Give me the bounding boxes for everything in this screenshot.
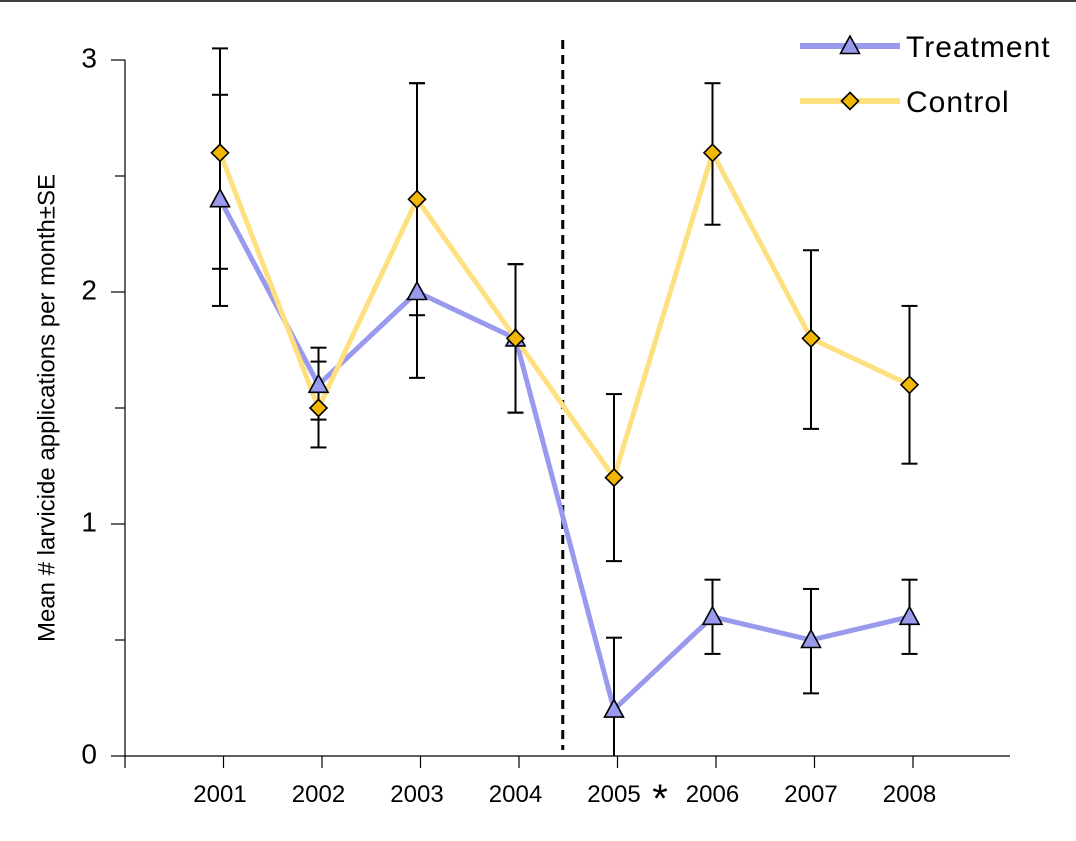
x-tick-label: 2001 — [193, 781, 246, 808]
x-tick-label: 2008 — [883, 781, 936, 808]
series-lines-layer — [217, 150, 911, 713]
axes-layer: 0 1 2 3 2001 2002 2003 2004 2005 2006 2007 2008 — [81, 42, 1010, 808]
data-point-control — [604, 467, 624, 488]
data-point-control — [505, 328, 526, 349]
legend: Treatment Control — [800, 31, 1051, 119]
x-tick-label: 2003 — [390, 781, 443, 808]
legend-label-control: Control — [906, 86, 1010, 119]
data-point-treatment — [406, 280, 428, 301]
legend-marker-treatment — [839, 34, 861, 55]
series-line-control — [217, 150, 911, 481]
data-point-treatment — [603, 697, 625, 718]
x-tick-label: 2005 — [587, 781, 640, 808]
data-point-treatment — [701, 605, 724, 626]
legend-label-treatment: Treatment — [906, 31, 1051, 64]
y-axis-title: Mean # larvicide applications per month±… — [33, 174, 60, 642]
data-point-control — [308, 398, 329, 418]
y-tick-label: 2 — [81, 274, 97, 305]
legend-marker-control — [840, 91, 860, 111]
data-point-treatment — [209, 187, 231, 208]
data-point-control — [899, 375, 920, 395]
data-point-treatment — [800, 628, 822, 649]
series-line-treatment — [217, 198, 911, 713]
data-point-treatment — [307, 373, 330, 394]
x-tick-label: 2002 — [292, 781, 345, 808]
markers-layer — [209, 143, 921, 718]
y-tick-label: 3 — [81, 42, 97, 73]
y-tick-label: 0 — [81, 738, 97, 769]
significance-asterisk: * — [652, 777, 668, 821]
data-point-control — [702, 143, 723, 163]
data-point-control — [210, 143, 230, 163]
data-point-control — [407, 189, 427, 209]
x-tick-label: 2004 — [489, 781, 542, 808]
y-tick-label: 1 — [81, 506, 97, 537]
x-tick-label: 2007 — [784, 781, 837, 808]
data-point-control — [801, 328, 821, 349]
x-tick-label: 2006 — [686, 781, 739, 808]
data-point-treatment — [898, 605, 921, 626]
